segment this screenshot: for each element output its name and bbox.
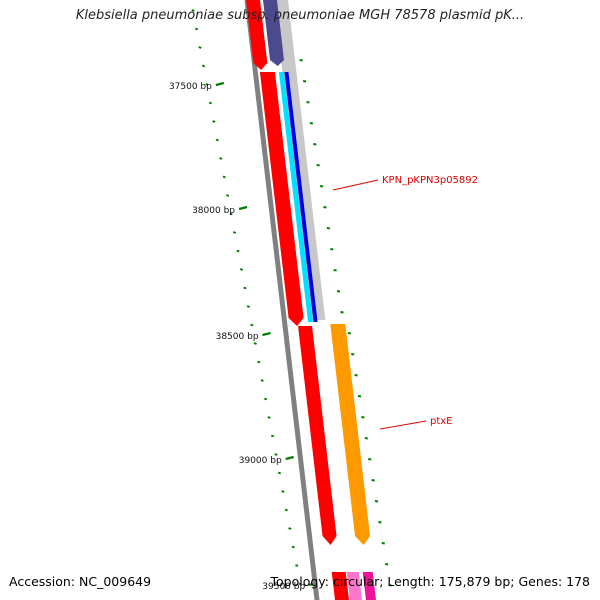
major-tick <box>285 455 294 461</box>
accession-text: Accession: NC_009649 <box>9 574 152 589</box>
outer-minor-tick <box>354 374 358 377</box>
outer-minor-tick <box>333 269 337 272</box>
tick-label: 37500 bp <box>169 82 212 92</box>
tick-label: 39500 bp <box>262 582 305 592</box>
outer-minor-tick <box>319 185 324 188</box>
minor-tick <box>260 379 264 382</box>
gene-arrow-pink[interactable] <box>346 572 362 600</box>
minor-tick <box>232 231 237 234</box>
minor-tick <box>194 27 199 31</box>
minor-tick <box>243 286 247 290</box>
minor-tick <box>229 212 233 216</box>
minor-tick <box>191 9 195 12</box>
minor-tick <box>291 545 295 549</box>
outer-minor-tick <box>361 416 365 419</box>
outer-minor-tick <box>340 311 344 314</box>
minor-tick <box>298 582 302 586</box>
outer-minor-tick <box>316 164 320 167</box>
minor-tick <box>257 360 261 364</box>
outer-minor-tick <box>330 248 334 251</box>
gene-arrow-orange[interactable] <box>330 324 371 545</box>
gene-arrow-navy-top[interactable] <box>263 0 284 66</box>
topology-summary: Topology: circular; Length: 175,879 bp; … <box>270 574 591 589</box>
outer-minor-tick <box>309 122 314 125</box>
minor-tick <box>274 453 278 456</box>
outer-minor-tick <box>347 332 351 335</box>
minor-tick <box>219 157 223 160</box>
gene-arrow-red-main[interactable] <box>259 72 304 326</box>
gene-label[interactable]: KPN_pKPN3p05892 <box>382 175 478 186</box>
minor-tick <box>250 323 254 327</box>
outer-minor-tick <box>323 206 327 209</box>
gene-arrow-red-lower[interactable] <box>298 326 337 545</box>
gene-arrow-magenta[interactable] <box>362 572 376 600</box>
minor-tick <box>212 120 216 123</box>
outer-minor-tick <box>306 101 310 104</box>
minor-tick <box>277 471 282 475</box>
tick-label: 38500 bp <box>216 332 259 342</box>
outer-minor-tick <box>368 458 372 461</box>
gene-arrow-red-top[interactable] <box>246 0 268 70</box>
outer-minor-tick <box>313 143 317 146</box>
major-tick <box>262 331 271 337</box>
gene-arrow-red-bottom[interactable] <box>331 572 349 600</box>
minor-tick <box>246 305 250 308</box>
outer-minor-tick <box>388 584 392 587</box>
gene-arrow-blue[interactable] <box>284 72 318 322</box>
outer-minor-tick <box>326 227 331 230</box>
minor-tick <box>236 249 240 253</box>
major-tick <box>215 81 225 87</box>
minor-tick <box>205 83 209 86</box>
minor-tick <box>208 101 213 105</box>
minor-tick <box>222 175 226 179</box>
outer-minor-tick <box>336 290 341 293</box>
outer-minor-tick <box>357 395 362 398</box>
tick-label: 39000 bp <box>239 456 282 466</box>
tick-label: 38000 bp <box>192 206 235 216</box>
outer-minor-tick <box>378 521 382 524</box>
minor-tick <box>281 490 285 493</box>
outer-minor-tick <box>351 353 355 356</box>
minor-tick <box>295 564 299 567</box>
minor-tick <box>239 268 244 271</box>
outer-minor-tick <box>302 80 307 83</box>
major-tick <box>238 205 248 211</box>
gene-label-leader <box>379 420 427 430</box>
outer-minor-tick <box>364 437 368 440</box>
outer-minor-tick <box>385 563 389 566</box>
minor-tick <box>267 416 271 419</box>
minor-tick <box>288 527 292 530</box>
minor-tick <box>284 508 288 512</box>
minor-tick <box>270 434 275 438</box>
gene-label[interactable]: ptxE <box>430 416 453 427</box>
minor-tick <box>226 194 230 197</box>
outer-minor-tick <box>299 59 303 62</box>
minor-tick <box>201 64 206 68</box>
gene-arrow-cyan[interactable] <box>278 72 314 322</box>
gene-label-leader <box>332 179 379 191</box>
map-title: Klebsiella pneumoniae subsp. pneumoniae … <box>75 8 525 23</box>
minor-tick <box>264 397 268 401</box>
outer-minor-tick <box>381 542 385 545</box>
backbone-line <box>244 0 320 600</box>
outer-minor-tick <box>371 479 375 482</box>
outer-minor-tick <box>374 500 379 503</box>
minor-tick <box>198 46 202 49</box>
minor-tick <box>215 138 219 142</box>
minor-tick <box>253 342 257 345</box>
